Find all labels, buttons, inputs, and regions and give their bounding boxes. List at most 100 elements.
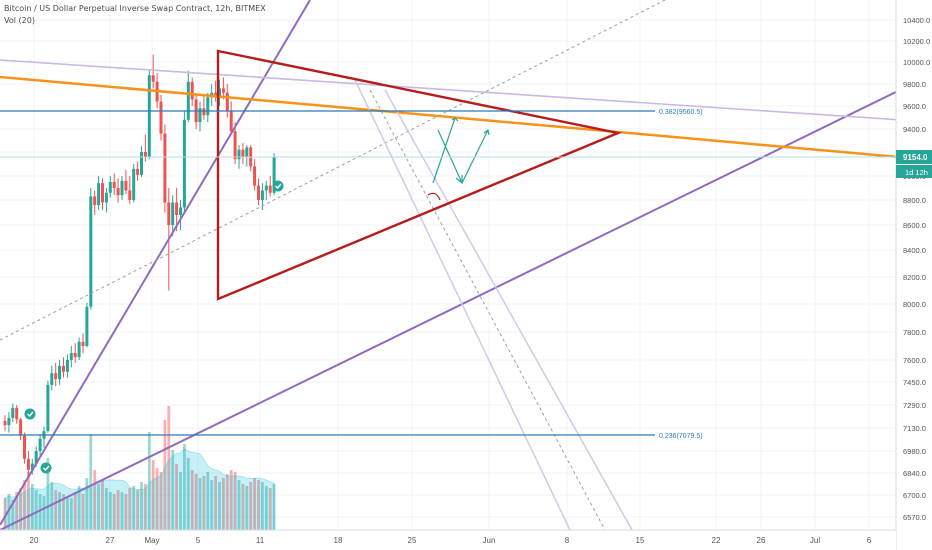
candle-body: [124, 180, 128, 191]
volume-bar: [73, 492, 77, 530]
volume-bar: [81, 494, 85, 530]
volume-bar: [210, 480, 214, 530]
price-tick-label: 9400.0: [903, 125, 926, 134]
candle-body: [11, 407, 15, 418]
fib-levels[interactable]: 0.382(9560.5) 0.236(7079.5): [0, 109, 896, 440]
price-tick-label: 10200.0: [903, 37, 930, 46]
candle-body: [69, 353, 73, 360]
check-icon: [43, 465, 50, 472]
candle-body: [182, 119, 186, 208]
candle-body: [112, 182, 116, 188]
time-tick-label: 15: [636, 536, 645, 545]
volume-bar: [140, 482, 143, 530]
candle-body: [128, 190, 132, 200]
price-tick-label: 7450.0: [903, 378, 926, 387]
candle-body: [186, 81, 190, 120]
candles[interactable]: [3, 54, 276, 477]
countdown-tag: [896, 165, 932, 178]
volume-bar: [163, 420, 167, 530]
candle-body: [218, 88, 221, 98]
candle-body: [136, 168, 140, 175]
time-tick-label: 18: [334, 536, 343, 545]
candle: [104, 188, 108, 213]
candle: [65, 354, 69, 378]
price-axis[interactable]: 6570.0 6700.0 6840.0 6980.0 7130.0 7290.0 7450…: [895, 0, 932, 550]
candle-body: [26, 458, 30, 470]
dashed-midline: [0, 0, 666, 341]
check-marker: [272, 180, 284, 192]
candle-body: [202, 108, 206, 116]
candle: [198, 101, 202, 132]
price-tick-label: 9600.0: [903, 102, 926, 111]
time-axis-bg: [0, 530, 896, 550]
price-tick-label: 7800.0: [903, 328, 926, 337]
candle: [38, 434, 42, 456]
volume-bar: [222, 478, 225, 530]
projection-arrows: [432, 117, 490, 185]
candle-body: [140, 152, 143, 175]
candle: [62, 357, 65, 378]
time-tick-label: 6: [867, 536, 872, 545]
time-tick-label: 8: [565, 536, 570, 545]
price-tick-label: 7130.0: [903, 424, 926, 433]
candle: [7, 412, 11, 433]
candle: [151, 54, 155, 89]
volume-bar: [237, 480, 241, 530]
volume-bar: [23, 480, 26, 530]
candle-body: [38, 438, 42, 451]
fib-label: 0.236(7079.5): [659, 433, 703, 440]
candle: [225, 84, 229, 118]
volume-bar: [261, 482, 264, 530]
volume-bar: [105, 488, 108, 530]
candle: [229, 101, 233, 135]
candle: [241, 142, 245, 164]
volume-bar: [38, 494, 42, 530]
candle: [101, 178, 104, 210]
candle: [136, 161, 140, 181]
volume-bar: [214, 476, 217, 530]
candle-body: [198, 108, 202, 123]
volume-bar: [42, 496, 46, 530]
candle: [19, 417, 23, 441]
candle-body: [272, 157, 276, 193]
candle: [69, 346, 73, 368]
price-tick-label: 6840.0: [903, 469, 926, 478]
candle-body: [77, 341, 81, 358]
volume-bar: [15, 492, 19, 530]
check-marker-circle: [272, 180, 284, 192]
candle-body: [175, 202, 179, 215]
candle-body: [179, 207, 182, 215]
volume-bar: [30, 484, 34, 530]
volume-bar: [167, 406, 171, 530]
candle-body: [89, 196, 93, 307]
candle: [3, 415, 7, 432]
candle-body: [58, 365, 62, 380]
symbol-title[interactable]: Bitcoin / US Dollar Perpetual Inverse Sw…: [4, 4, 266, 13]
orange-trend-line: [0, 75, 932, 162]
candle: [108, 176, 112, 198]
candle: [268, 176, 272, 197]
candle-body: [65, 360, 69, 372]
volume-bar: [179, 472, 182, 530]
candle: [50, 365, 54, 391]
volume-bar: [54, 490, 58, 530]
candle-body: [3, 420, 7, 426]
candle: [264, 180, 268, 200]
volume-bar: [50, 482, 54, 530]
volume-indicator-label[interactable]: Vol (20): [4, 16, 35, 25]
volume-bar: [245, 486, 249, 530]
volume-bar: [202, 476, 206, 530]
candle-body: [260, 190, 264, 200]
volume-bar: [159, 472, 163, 530]
last-price-value: 9154.0: [903, 153, 928, 162]
time-axis[interactable]: 20 27 May 5 11 18 25 Jun 8 15 22 26 Jul 6: [0, 529, 896, 550]
volume-bar: [58, 492, 61, 530]
candle-body: [73, 353, 77, 358]
candle-body: [54, 373, 58, 380]
candle-body: [46, 384, 50, 432]
volume-bar: [190, 470, 194, 530]
candle-body: [268, 185, 272, 193]
volume-bar: [46, 458, 50, 530]
